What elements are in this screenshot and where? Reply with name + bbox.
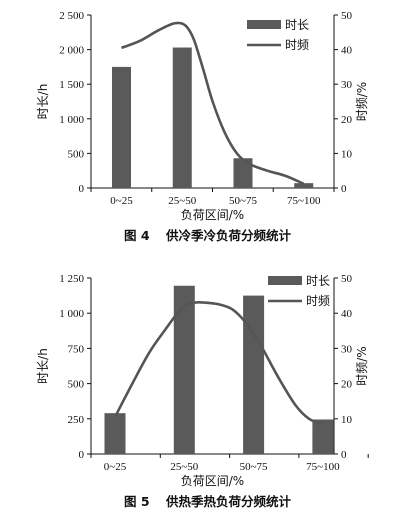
figure-5: 0 250 500 750 1 000 1 250 0 10 20 30 40 50 0~25 25~50… [0, 262, 417, 525]
figure-4: 0 500 1 000 1 500 2 000 2 500 0 10 20 30 40 50 0~25 2… [0, 0, 417, 250]
chart-4-x-tick-label: 0~25 [110, 195, 133, 207]
chart-4-bar-0~25 [112, 66, 131, 188]
chart-5-left-tick-label: 750 [68, 343, 85, 355]
chart-5-left-tick-label: 500 [68, 379, 85, 391]
chart-5-left-axis-title: 时长/h [36, 348, 50, 384]
chart-4-left-tick-label: 2 000 [59, 45, 84, 57]
chart-5-bar-25~50 [173, 285, 195, 454]
chart-5-right-tick-label: 40 [341, 308, 353, 320]
chart-5-left-tick-label: 1 250 [59, 273, 84, 285]
chart-4-x-tick-label: 25~50 [168, 195, 196, 207]
chart-4-bar-50~75 [233, 158, 253, 188]
chart-4-left-tick-label: 1 000 [59, 114, 84, 126]
chart-4-right-tick-label: 40 [341, 45, 353, 57]
chart-5-x-tick-label: 50~75 [240, 461, 268, 473]
chart-4-bar-25~50 [172, 47, 192, 188]
chart-4-left-tick-label: 2 500 [59, 10, 84, 22]
chart-5-right-tick-label: 30 [341, 343, 353, 355]
chart-4-bar-75~100 [294, 183, 314, 188]
chart-4-legend-line-label: 时频 [285, 38, 309, 52]
chart-4-x-tick-label: 75~100 [287, 195, 321, 207]
chart-4-right-tick-label: 20 [341, 114, 353, 126]
chart-5-right-tick-label: 10 [341, 414, 353, 426]
chart-5-legend-bar-label: 时长 [306, 274, 330, 288]
chart-5-right-tick-label: 0 [341, 449, 347, 461]
chart-4-left-tick-label: 500 [68, 148, 85, 160]
chart-4-left-tick-label: 0 [79, 183, 85, 195]
chart-4-legend-bar-swatch [247, 20, 281, 29]
chart-4-line-时频 [121, 21, 305, 186]
chart-5-right-tick-label: 50 [341, 273, 353, 285]
chart-5-x-axis-title: 负荷区间/% [181, 474, 244, 488]
chart-4-legend-bar-label: 时长 [285, 18, 309, 32]
chart-4-x-axis-title: 负荷区间/% [181, 208, 244, 222]
chart-4-right-tick-label: 0 [341, 183, 347, 195]
chart-4-svg: 0 500 1 000 1 500 2 000 2 500 0 10 20 30 40 50 0~25 2… [36, 10, 369, 243]
chart-5-caption-text: 供热季热负荷分频统计 [165, 494, 292, 509]
chart-5-caption-number: 图 5 [124, 494, 150, 509]
chart-5-right-axis-title: 时频/% [355, 346, 369, 385]
chart-5-legend-line-label: 时频 [306, 294, 330, 308]
chart-5-right-tick-label: 20 [341, 379, 353, 391]
chart-5-line-时频 [113, 301, 324, 426]
chart-5-svg: 0 250 500 750 1 000 1 250 0 10 20 30 40 50 0~25 25~50… [36, 273, 369, 509]
chart-4-caption-text: 供冷季冷负荷分频统计 [165, 228, 292, 243]
chart-4-right-tick-label: 10 [341, 148, 353, 160]
chart-5-legend-bar-swatch [268, 276, 302, 285]
chart-4-x-tick-label: 50~75 [229, 195, 257, 207]
chart-5-left-tick-label: 250 [68, 414, 85, 426]
chart-5-x-tick-label: 75~100 [306, 461, 340, 473]
chart-5-bar-75~100 [312, 419, 334, 454]
chart-5-left-tick-label: 0 [79, 449, 85, 461]
chart-5-x-tick-label: 0~25 [104, 461, 127, 473]
chart-5-bar-50~75 [243, 295, 265, 454]
chart-5-bar-0~25 [104, 413, 126, 454]
chart-4-left-tick-label: 1 500 [59, 79, 84, 91]
chart-5-x-tick-label: 25~50 [170, 461, 198, 473]
chart-4-caption-number: 图 4 [124, 228, 150, 243]
chart-4-left-axis-title: 时长/h [36, 84, 50, 120]
chart-4-right-axis-title: 时频/% [355, 82, 369, 121]
chart-4-right-tick-label: 30 [341, 79, 353, 91]
chart-4-right-tick-label: 50 [341, 10, 353, 22]
chart-5-left-tick-label: 1 000 [59, 308, 84, 320]
